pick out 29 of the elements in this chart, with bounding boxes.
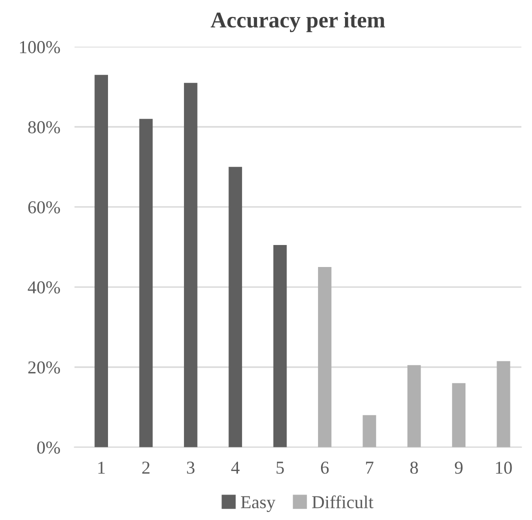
bar <box>452 383 466 448</box>
bar <box>407 365 421 448</box>
y-tick-label: 100% <box>20 41 60 54</box>
bar <box>139 118 153 448</box>
x-tick-label: 5 <box>276 462 284 474</box>
bar <box>496 361 510 448</box>
y-tick-label: 0% <box>37 441 60 454</box>
legend-label: Easy <box>240 496 276 512</box>
bar <box>318 267 332 448</box>
chart-title: Accuracy per item <box>210 12 385 32</box>
bar <box>362 415 376 448</box>
x-tick-label: 10 <box>496 462 512 474</box>
bar <box>94 74 108 448</box>
x-tick-label: 6 <box>320 462 329 474</box>
bar <box>184 82 198 448</box>
x-tick-label: 4 <box>231 462 240 474</box>
x-tick-label: 7 <box>366 462 374 474</box>
x-tick-label: 9 <box>454 462 463 474</box>
y-tick-label: 40% <box>28 281 60 294</box>
x-tick-label: 1 <box>98 462 105 474</box>
y-tick-label: 20% <box>28 361 60 374</box>
y-tick-label: 80% <box>28 121 60 134</box>
x-tick-label: 8 <box>410 462 418 474</box>
x-tick-label: 3 <box>187 462 194 474</box>
x-tick-label: 2 <box>142 462 150 474</box>
legend-label: Difficult <box>312 495 374 508</box>
y-tick-label: 60% <box>28 201 60 214</box>
bar <box>228 166 242 448</box>
bar <box>273 245 287 448</box>
